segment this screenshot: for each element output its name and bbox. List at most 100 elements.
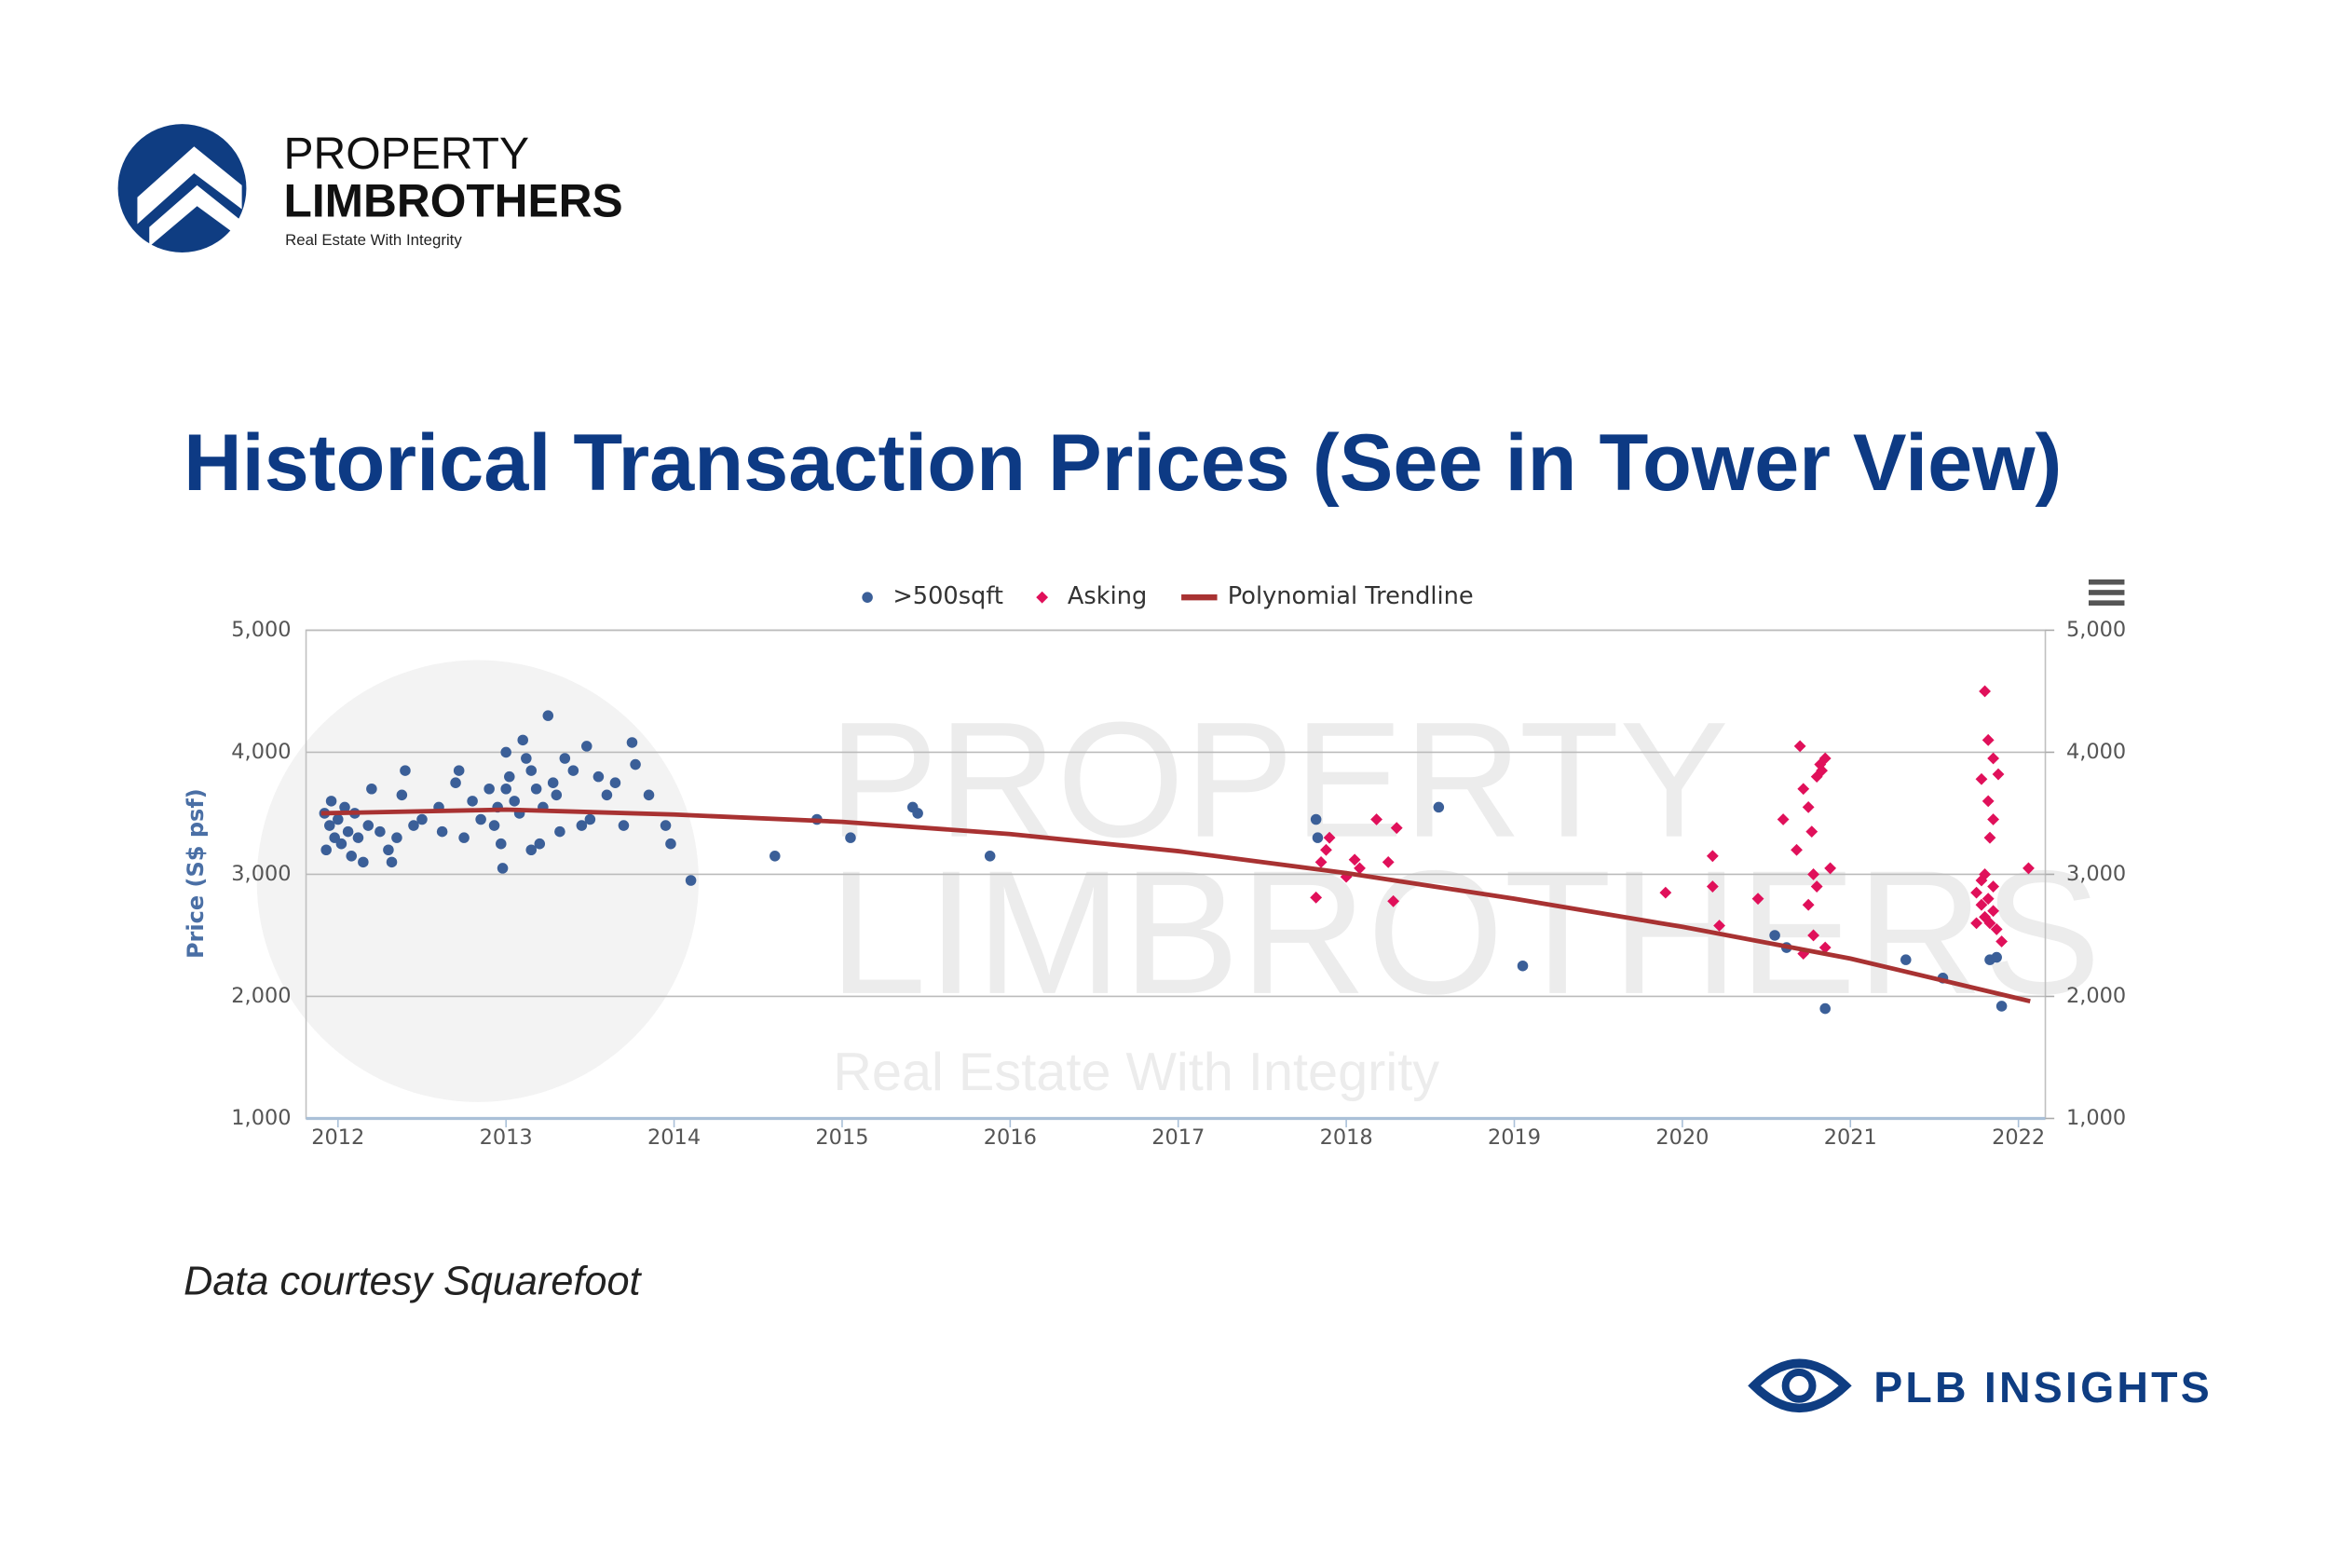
- menu-bar: [2088, 579, 2125, 585]
- x-tick-label: 2020: [1655, 1125, 1709, 1150]
- data-point: [453, 765, 465, 776]
- x-tick-label: 2021: [1824, 1125, 1877, 1150]
- chart: PROPERTY LIMBROTHERS Real Estate With In…: [183, 582, 2126, 1150]
- data-point: [504, 770, 515, 783]
- data-point: [660, 820, 672, 831]
- data-point: [386, 856, 398, 868]
- data-point: [1982, 795, 1995, 808]
- data-point: [1310, 891, 1323, 904]
- data-point: [1975, 874, 1988, 887]
- data-point: [685, 875, 697, 886]
- data-point: [500, 783, 511, 795]
- menu-bar: [2088, 600, 2125, 606]
- data-point: [1975, 772, 1988, 785]
- data-point: [1433, 801, 1445, 813]
- data-point: [324, 820, 335, 831]
- data-point: [416, 813, 428, 825]
- y-tick-label: 1,000: [231, 1106, 291, 1130]
- data-point: [2023, 862, 2035, 875]
- data-point: [1751, 893, 1764, 906]
- data-point: [984, 851, 996, 862]
- data-point: [1390, 822, 1403, 835]
- data-point: [770, 851, 781, 862]
- data-point: [1987, 752, 2000, 765]
- data-point: [1777, 813, 1790, 825]
- data-point: [1659, 886, 1672, 899]
- data-point: [366, 783, 377, 795]
- data-point: [1706, 850, 1719, 863]
- data-point: [500, 746, 511, 758]
- data-point: [525, 844, 538, 856]
- legend-swatch: [862, 592, 873, 603]
- data-point: [400, 765, 411, 776]
- logo-chevron: [137, 146, 242, 225]
- data-point: [1713, 920, 1725, 932]
- data-point: [509, 796, 520, 807]
- y2-tick-label: 1,000: [2066, 1106, 2126, 1130]
- data-point: [542, 710, 554, 721]
- data-point: [1810, 880, 1823, 893]
- data-point: [475, 813, 486, 825]
- logo: [117, 124, 247, 252]
- data-point: [488, 820, 500, 831]
- data-point: [358, 856, 369, 868]
- brand-line1: PROPERTY: [283, 129, 529, 179]
- data-point: [1995, 1001, 2008, 1012]
- data-point: [517, 734, 528, 746]
- footer-icon: [1748, 1358, 1852, 1413]
- eye-outline: [1748, 1358, 1852, 1413]
- data-point: [436, 825, 448, 838]
- data-point: [576, 820, 588, 831]
- watermark-logo: [256, 660, 699, 1102]
- y2-tick-label: 4,000: [2066, 740, 2126, 764]
- data-point: [1983, 831, 1996, 844]
- data-point: [1992, 768, 2005, 781]
- data-point: [1979, 685, 1991, 698]
- data-point: [1791, 843, 1803, 856]
- data-point: [496, 838, 507, 850]
- data-point: [1807, 868, 1819, 880]
- data-point: [1517, 960, 1529, 972]
- data-point: [497, 863, 509, 874]
- data-point: [1797, 783, 1810, 796]
- data-point: [912, 808, 923, 819]
- x-tick-label: 2013: [480, 1125, 533, 1150]
- data-point: [1706, 880, 1719, 893]
- data-point: [1990, 922, 2003, 935]
- data-point: [458, 832, 470, 843]
- watermark-tagline: Real Estate With Integrity: [833, 1043, 1439, 1102]
- data-point: [1807, 929, 1819, 942]
- data-point: [1370, 813, 1382, 825]
- data-point: [362, 820, 375, 831]
- data-point: [391, 832, 402, 843]
- data-point: [335, 838, 347, 850]
- data-point: [342, 825, 354, 838]
- data-point: [1982, 893, 1995, 906]
- data-point: [408, 820, 419, 831]
- data-point: [375, 825, 386, 838]
- y2-tick-label: 2,000: [2066, 984, 2126, 1008]
- x-tick-label: 2018: [1320, 1125, 1373, 1150]
- data-point: [467, 796, 478, 807]
- brand-line2: LIMBROTHERS: [283, 175, 622, 227]
- brand-tagline: Real Estate With Integrity: [285, 231, 462, 249]
- data-point: [352, 832, 364, 843]
- data-point: [626, 737, 638, 748]
- x-tick-label: 2014: [647, 1125, 701, 1150]
- data-point: [530, 783, 542, 795]
- data-point: [554, 825, 565, 838]
- data-point: [559, 753, 571, 764]
- data-point: [551, 789, 563, 801]
- data-point: [333, 813, 344, 825]
- data-point: [547, 777, 559, 788]
- data-point: [601, 789, 613, 801]
- data-point: [1824, 862, 1837, 875]
- x-tick-label: 2015: [815, 1125, 868, 1150]
- x-tick-label: 2016: [984, 1125, 1037, 1150]
- data-point: [630, 758, 641, 770]
- data-point: [1793, 740, 1806, 753]
- menu-button[interactable]: [2088, 579, 2125, 606]
- data-point: [521, 753, 532, 764]
- data-point: [396, 789, 408, 801]
